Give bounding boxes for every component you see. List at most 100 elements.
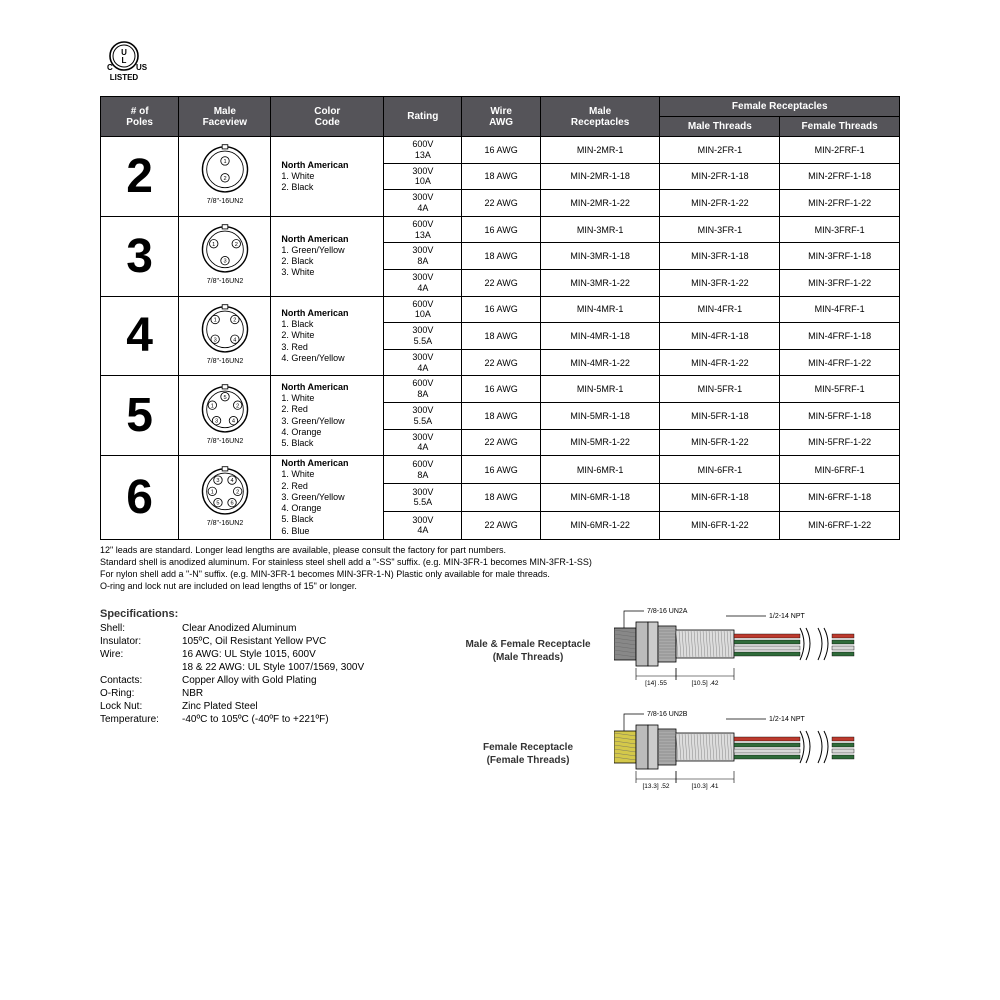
cell-fmale: MIN-6FR-1 bbox=[660, 456, 780, 484]
cell-rating: 300V8A bbox=[384, 243, 462, 270]
spec-row: Temperature:-40ºC to 105ºC (-40ºF to +22… bbox=[100, 714, 440, 725]
cell-fmale: MIN-5FR-1-22 bbox=[660, 429, 780, 456]
specs-title: Specifications: bbox=[100, 608, 440, 620]
cell-rating: 600V8A bbox=[384, 456, 462, 484]
cell-faceview: 12347/8"-16UN2 bbox=[179, 296, 271, 376]
svg-text:1: 1 bbox=[211, 403, 214, 409]
cell-ffem: MIN-6FRF-1-22 bbox=[780, 511, 900, 539]
svg-text:[10.5] .42: [10.5] .42 bbox=[691, 680, 718, 687]
svg-text:7/8"-16UN2: 7/8"-16UN2 bbox=[207, 358, 244, 365]
cell-rating: 300V4A bbox=[384, 269, 462, 296]
table-row: 412347/8"-16UN2North American1. Black2. … bbox=[101, 296, 900, 323]
cell-rating: 300V4A bbox=[384, 429, 462, 456]
spec-row: Shell:Clear Anodized Aluminum bbox=[100, 623, 440, 634]
cell-awg: 16 AWG bbox=[462, 137, 540, 164]
svg-text:LISTED: LISTED bbox=[110, 73, 139, 82]
svg-text:5: 5 bbox=[223, 395, 226, 401]
svg-text:6: 6 bbox=[230, 500, 233, 506]
cell-faceview: 1237/8"-16UN2 bbox=[179, 216, 271, 296]
cell-rating: 600V13A bbox=[384, 216, 462, 243]
diagram-female-threads: 7/8-16 UN2B1/2-14 NPT[13.3] .52[10.3] .4… bbox=[614, 711, 864, 796]
svg-text:1: 1 bbox=[223, 159, 226, 165]
cell-fmale: MIN-3FR-1-18 bbox=[660, 243, 780, 270]
cell-rating: 600V13A bbox=[384, 137, 462, 164]
table-row: 2127/8"-16UN2North American1. White2. Bl… bbox=[101, 137, 900, 164]
cell-fmale: MIN-2FR-1-18 bbox=[660, 163, 780, 190]
cell-awg: 22 AWG bbox=[462, 511, 540, 539]
th-awg: WireAWG bbox=[462, 97, 540, 137]
svg-text:7/8-16 UN2A: 7/8-16 UN2A bbox=[647, 608, 688, 615]
cell-male: MIN-6MR-1-22 bbox=[540, 511, 660, 539]
svg-text:3: 3 bbox=[216, 478, 219, 484]
cell-fmale: MIN-6FR-1-18 bbox=[660, 484, 780, 512]
cell-male: MIN-6MR-1 bbox=[540, 456, 660, 484]
cell-male: MIN-3MR-1-22 bbox=[540, 269, 660, 296]
cell-awg: 18 AWG bbox=[462, 243, 540, 270]
footnotes: 12" leads are standard. Longer lead leng… bbox=[100, 544, 900, 593]
cell-awg: 16 AWG bbox=[462, 296, 540, 323]
cell-male: MIN-4MR-1-18 bbox=[540, 323, 660, 350]
cell-male: MIN-5MR-1-22 bbox=[540, 429, 660, 456]
cell-awg: 18 AWG bbox=[462, 323, 540, 350]
cell-awg: 18 AWG bbox=[462, 402, 540, 429]
cell-fmale: MIN-2FR-1-22 bbox=[660, 190, 780, 217]
cell-ffem: MIN-5FRF-1 bbox=[780, 376, 900, 403]
table-row: 31237/8"-16UN2North American1. Green/Yel… bbox=[101, 216, 900, 243]
spec-row: O-Ring:NBR bbox=[100, 688, 440, 699]
cell-colorcode: North American1. White2. Red3. Green/Yel… bbox=[271, 456, 384, 540]
cell-male: MIN-3MR-1-18 bbox=[540, 243, 660, 270]
table-row: 5123457/8"-16UN2North American1. White2.… bbox=[101, 376, 900, 403]
cell-faceview: 1234567/8"-16UN2 bbox=[179, 456, 271, 540]
cell-ffem: MIN-6FRF-1 bbox=[780, 456, 900, 484]
th-male-recept: MaleReceptacles bbox=[540, 97, 660, 137]
svg-text:2: 2 bbox=[223, 176, 226, 182]
svg-text:7/8-16 UN2B: 7/8-16 UN2B bbox=[647, 711, 688, 718]
cell-rating: 300V5.5A bbox=[384, 484, 462, 512]
cell-male: MIN-2MR-1-22 bbox=[540, 190, 660, 217]
cell-ffem: MIN-4FRF-1 bbox=[780, 296, 900, 323]
svg-text:7/8"-16UN2: 7/8"-16UN2 bbox=[207, 438, 244, 445]
cell-fmale: MIN-5FR-1 bbox=[660, 376, 780, 403]
ul-listed-logo: U L C US LISTED bbox=[100, 40, 900, 82]
cell-male: MIN-6MR-1-18 bbox=[540, 484, 660, 512]
svg-text:1: 1 bbox=[212, 242, 215, 248]
th-female-threads: Female Threads bbox=[780, 117, 900, 137]
spec-row: Wire:16 AWG: UL Style 1015, 600V bbox=[100, 649, 440, 660]
cell-ffem: MIN-6FRF-1-18 bbox=[780, 484, 900, 512]
svg-text:2: 2 bbox=[236, 403, 239, 409]
receptacle-table: # ofPoles MaleFaceview ColorCode Rating … bbox=[100, 96, 900, 540]
cell-awg: 22 AWG bbox=[462, 429, 540, 456]
receptacle-diagrams: Male & Female Receptacle (Male Threads) … bbox=[452, 608, 900, 796]
cell-male: MIN-3MR-1 bbox=[540, 216, 660, 243]
cell-faceview: 123457/8"-16UN2 bbox=[179, 376, 271, 456]
cell-male: MIN-5MR-1 bbox=[540, 376, 660, 403]
svg-text:2: 2 bbox=[236, 489, 239, 495]
cell-fmale: MIN-3FR-1-22 bbox=[660, 269, 780, 296]
svg-text:3: 3 bbox=[223, 259, 226, 265]
cell-ffem: MIN-2FRF-1 bbox=[780, 137, 900, 164]
cell-ffem: MIN-3FRF-1-18 bbox=[780, 243, 900, 270]
cell-male: MIN-4MR-1-22 bbox=[540, 349, 660, 376]
diagram-label-male: Male & Female Receptacle (Male Threads) bbox=[452, 638, 604, 664]
svg-text:4: 4 bbox=[232, 418, 235, 424]
th-rating: Rating bbox=[384, 97, 462, 137]
svg-text:7/8"-16UN2: 7/8"-16UN2 bbox=[207, 199, 244, 206]
svg-text:[14] .55: [14] .55 bbox=[645, 680, 667, 687]
svg-text:5: 5 bbox=[216, 500, 219, 506]
cell-rating: 300V4A bbox=[384, 190, 462, 217]
th-female-recept: Female Receptacles bbox=[660, 97, 900, 117]
cell-male: MIN-5MR-1-18 bbox=[540, 402, 660, 429]
cell-rating: 300V4A bbox=[384, 349, 462, 376]
specifications: Specifications: Shell:Clear Anodized Alu… bbox=[100, 608, 440, 796]
svg-text:7/8"-16UN2: 7/8"-16UN2 bbox=[207, 520, 244, 527]
cell-colorcode: North American1. White2. Black bbox=[271, 137, 384, 217]
cell-rating: 300V5.5A bbox=[384, 323, 462, 350]
svg-text:[13.3] .52: [13.3] .52 bbox=[642, 783, 669, 790]
svg-text:[10.3] .41: [10.3] .41 bbox=[691, 783, 718, 790]
cell-colorcode: North American1. Green/Yellow2. Black3. … bbox=[271, 216, 384, 296]
cell-ffem: MIN-3FRF-1-22 bbox=[780, 269, 900, 296]
cell-ffem: MIN-2FRF-1-22 bbox=[780, 190, 900, 217]
svg-text:1: 1 bbox=[211, 489, 214, 495]
svg-text:1/2-14 NPT: 1/2-14 NPT bbox=[769, 613, 806, 620]
cell-fmale: MIN-3FR-1 bbox=[660, 216, 780, 243]
